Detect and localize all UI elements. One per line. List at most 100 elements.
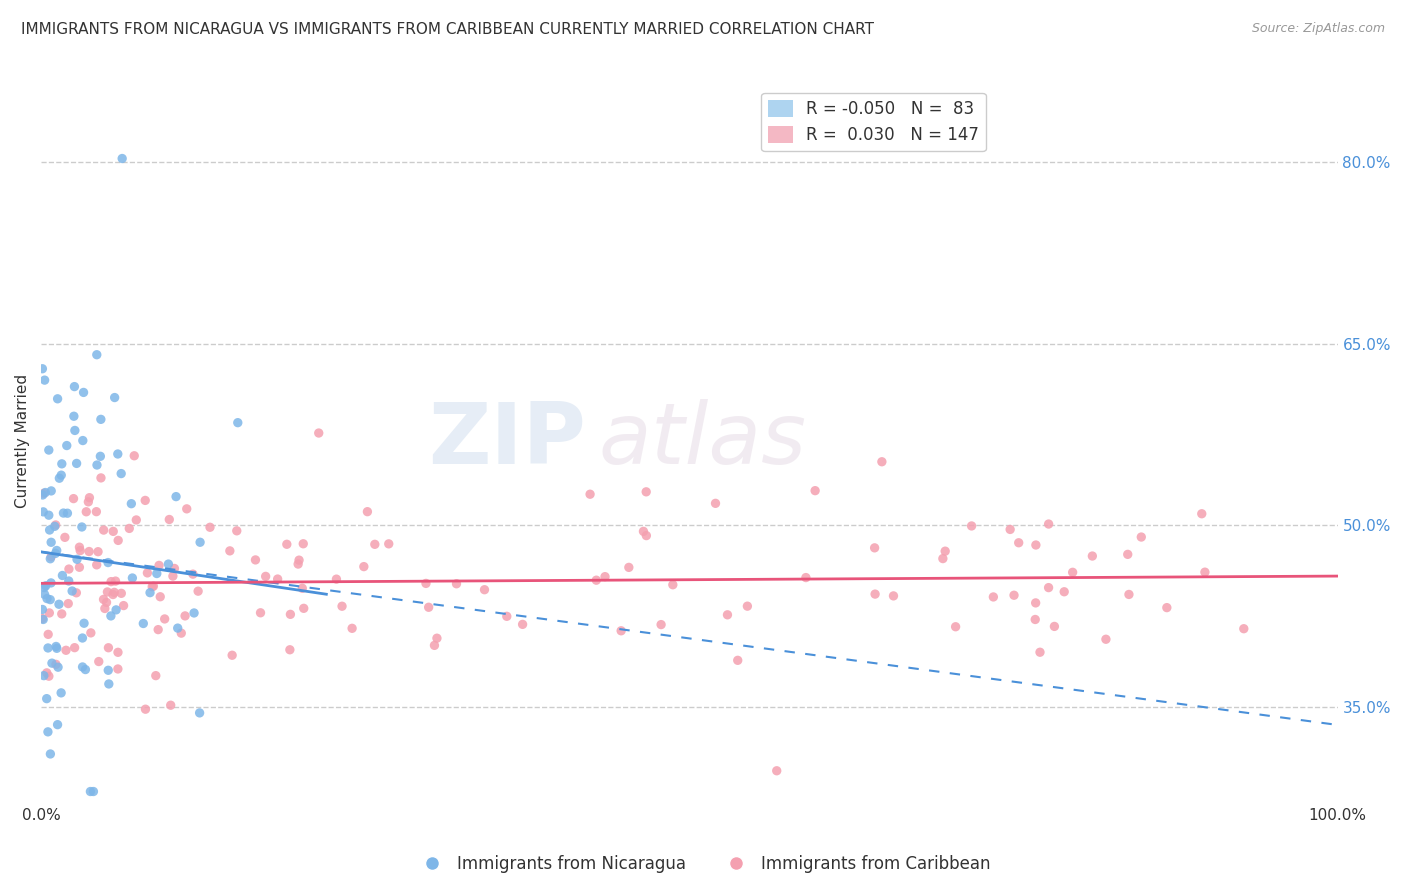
Point bbox=[107, 447, 129, 461]
Point bbox=[52, 506, 75, 520]
Point bbox=[882, 589, 904, 603]
Point bbox=[112, 599, 135, 613]
Point bbox=[38, 669, 60, 683]
Point bbox=[495, 609, 517, 624]
Point bbox=[278, 642, 301, 657]
Point bbox=[1043, 619, 1066, 633]
Point bbox=[737, 599, 759, 614]
Point bbox=[139, 585, 162, 599]
Point bbox=[610, 624, 633, 638]
Point bbox=[983, 590, 1005, 604]
Point bbox=[75, 505, 97, 519]
Point bbox=[1191, 507, 1213, 521]
Point bbox=[218, 544, 240, 558]
Point bbox=[93, 523, 115, 537]
Point bbox=[51, 568, 73, 582]
Point bbox=[176, 501, 198, 516]
Point bbox=[77, 544, 100, 558]
Point bbox=[67, 540, 90, 554]
Point bbox=[31, 602, 53, 616]
Point bbox=[103, 585, 125, 599]
Point bbox=[45, 641, 67, 656]
Point bbox=[132, 616, 155, 631]
Point bbox=[45, 640, 67, 654]
Point bbox=[794, 570, 817, 584]
Point bbox=[31, 488, 53, 502]
Point bbox=[90, 412, 112, 426]
Point bbox=[153, 612, 176, 626]
Point bbox=[107, 533, 129, 548]
Point bbox=[34, 587, 56, 601]
Point bbox=[104, 574, 127, 588]
Point bbox=[122, 449, 145, 463]
Point bbox=[45, 518, 67, 533]
Point bbox=[73, 616, 96, 631]
Point bbox=[38, 443, 60, 458]
Point bbox=[70, 520, 93, 534]
Point bbox=[32, 505, 55, 519]
Y-axis label: Currently Married: Currently Married bbox=[15, 374, 30, 508]
Point bbox=[35, 591, 58, 606]
Point bbox=[101, 587, 124, 601]
Point bbox=[636, 528, 658, 542]
Point bbox=[633, 524, 655, 539]
Point bbox=[765, 764, 787, 778]
Point bbox=[90, 471, 112, 485]
Point bbox=[120, 497, 142, 511]
Point bbox=[146, 623, 169, 637]
Point bbox=[226, 416, 249, 430]
Point bbox=[340, 621, 363, 635]
Point bbox=[65, 457, 87, 471]
Point bbox=[51, 607, 73, 621]
Point bbox=[162, 569, 184, 583]
Point bbox=[63, 409, 86, 424]
Point bbox=[65, 586, 87, 600]
Point bbox=[221, 648, 243, 663]
Point bbox=[79, 491, 101, 505]
Point bbox=[31, 611, 53, 625]
Point bbox=[166, 621, 188, 635]
Point bbox=[66, 552, 89, 566]
Point bbox=[187, 584, 209, 599]
Point bbox=[159, 698, 181, 713]
Point bbox=[48, 597, 70, 611]
Point bbox=[110, 586, 132, 600]
Point bbox=[266, 572, 288, 586]
Point bbox=[86, 348, 108, 362]
Point bbox=[330, 599, 353, 614]
Point bbox=[249, 606, 271, 620]
Point bbox=[45, 543, 67, 558]
Text: atlas: atlas bbox=[599, 399, 807, 482]
Point bbox=[51, 457, 73, 471]
Point bbox=[51, 468, 73, 483]
Point bbox=[474, 582, 496, 597]
Point bbox=[174, 608, 197, 623]
Point bbox=[932, 551, 955, 566]
Point bbox=[110, 467, 132, 481]
Point bbox=[170, 626, 193, 640]
Point bbox=[96, 595, 118, 609]
Point bbox=[105, 603, 128, 617]
Point bbox=[97, 640, 120, 655]
Point bbox=[38, 523, 60, 537]
Point bbox=[1053, 584, 1076, 599]
Point bbox=[146, 566, 169, 581]
Point bbox=[291, 581, 314, 595]
Point bbox=[157, 512, 180, 526]
Point bbox=[1081, 549, 1104, 563]
Point bbox=[60, 584, 83, 599]
Point bbox=[1095, 632, 1118, 647]
Point bbox=[79, 784, 101, 798]
Point bbox=[423, 639, 446, 653]
Point bbox=[276, 537, 298, 551]
Point bbox=[118, 521, 141, 535]
Point bbox=[82, 784, 104, 798]
Point bbox=[585, 573, 607, 587]
Legend: Immigrants from Nicaragua, Immigrants from Caribbean: Immigrants from Nicaragua, Immigrants fr… bbox=[409, 848, 997, 880]
Point bbox=[44, 546, 66, 560]
Point bbox=[1024, 612, 1046, 626]
Point bbox=[142, 579, 165, 593]
Point bbox=[181, 567, 204, 582]
Point bbox=[72, 385, 94, 400]
Point bbox=[704, 496, 727, 510]
